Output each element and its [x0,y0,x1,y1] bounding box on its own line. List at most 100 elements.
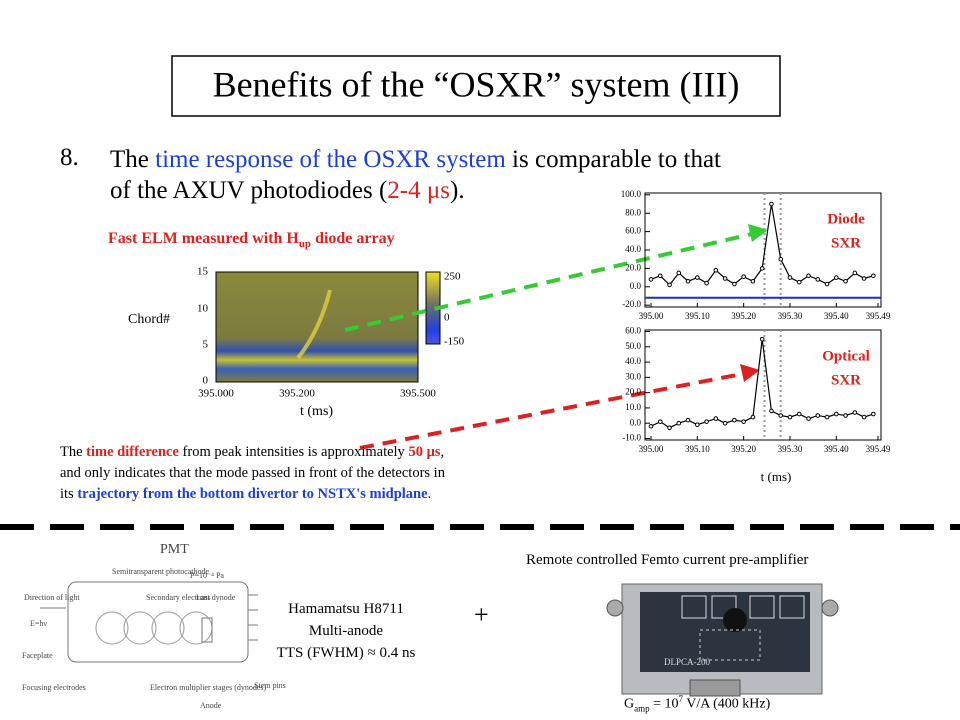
arrow-head [740,364,760,382]
trace-point [806,416,811,421]
trace-point [685,278,691,284]
trace-point [648,423,654,429]
trace-point [695,275,700,280]
y-tick-label: -20.0 [622,299,641,309]
text-run: time response of the OSXR system [155,146,506,173]
heatmap-x-tick: 395.200 [279,388,315,400]
text-run: of the AXUV photodiodes ( [110,177,388,204]
y-tick-label: 60.0 [625,326,641,336]
trace-point [750,278,756,284]
pmt-label: Last dynode [196,593,236,602]
trace-point [750,414,756,420]
trace-point [741,274,746,279]
paragraph: The time difference from peak intensitie… [60,442,445,505]
caption: Fast ELM measured with H [108,230,299,247]
trace-point [796,279,802,285]
text-run: , [440,444,445,460]
trace-point [667,282,672,288]
point-text: The time response of the OSXR system is … [110,144,721,206]
gain: V/A (400 kHz) [683,696,771,712]
trace-point [741,419,746,424]
x-tick-label: 395.10 [685,311,710,321]
amplifier-panel [640,592,810,672]
pmt-label: Secondary electrons [146,593,211,602]
trace-point [796,411,802,417]
line: The time difference from peak intensitie… [60,442,445,463]
text-run: from peak intensities is approximately [178,444,409,460]
gain-sub: amp [634,703,650,714]
heatmap-ylabel: Chord# [128,312,170,327]
y-tick-label: 100.0 [621,189,642,199]
trace-point [815,277,821,282]
line: The time response of the OSXR system is … [110,144,721,175]
text-run: is comparable to that [505,146,722,173]
trace-point [713,267,719,273]
heatmap-feature [296,289,332,360]
trace-point [815,413,821,418]
trace-point [852,410,858,415]
pmt-body [67,581,249,663]
pmt-specs: Hamamatsu H8711 Multi-anode TTS (FWHM) ≈… [271,598,421,664]
trace-point [657,273,663,279]
trace-point [834,411,839,417]
y-tick-label: -10.0 [622,433,641,443]
trace-point [787,414,793,420]
text-run: trajectory from the bottom divertor to N… [77,486,428,502]
gain-sup: 7 [678,694,684,704]
y-tick-label: 10.0 [625,402,641,412]
y-tick-label: 0.0 [630,417,642,427]
x-tick-label: 395.00 [639,444,664,454]
trace-point [759,266,765,271]
title-box [171,55,781,117]
panel-label: Optical [822,348,870,364]
trace-point [769,201,774,207]
x-tick-label: 395.20 [731,444,756,454]
y-tick-label: 20.0 [625,262,641,272]
text-run: ). [450,177,465,204]
trace-point [722,420,728,426]
trace-point [778,256,784,262]
pmt-label: Focusing electrodes [22,683,86,692]
heatmap-xlabel: t (ms) [300,404,334,419]
x-tick-label: 395.30 [778,311,803,321]
caption: diode array [311,230,395,247]
panel-label: Diode [827,211,865,227]
y-tick-label: 0.0 [630,281,642,291]
heatmap-y-tick: 10 [197,303,209,315]
pmt-label: Anode [200,701,222,710]
plot-frame [644,329,882,441]
trace-point [759,336,765,342]
heatmap-y-tick: 15 [197,266,209,278]
trace-point [861,276,867,281]
x-tick-label: 395.49 [866,444,891,454]
trace-point [769,408,774,414]
heatmap-x-tick: 395.500 [400,388,436,400]
y-tick-label: 40.0 [625,356,641,366]
trace-point [871,411,876,417]
trace-point [732,417,737,423]
trace-point [676,270,682,276]
pmt-label: PMT [160,542,189,557]
y-tick-label: 60.0 [625,226,641,236]
trace-point [852,270,858,276]
line: and only indicates that the mode passed … [60,463,445,484]
y-tick-label: 20.0 [625,387,641,397]
pmt-label: Faceplate [22,651,53,660]
text-run: its [60,486,78,502]
trace-point [778,413,784,418]
pmt-label: Direction of light [24,593,80,602]
trace-point [843,278,848,284]
x-tick-label: 395.00 [639,311,664,321]
trace-point [648,277,654,282]
pmt-label: Electron multiplier stages (dynodes) [150,683,267,692]
heatmap-y-tick: 5 [203,339,209,351]
trace-point [806,273,811,279]
text-run: 50 μs [408,444,441,460]
gain: = 10 [649,696,679,712]
trace-point [667,425,672,431]
x-tick-label: 395.40 [824,311,849,321]
trace-point [834,275,839,280]
text-run: 2-4 μs [387,177,451,204]
pmt-tts: TTS (FWHM) ≈ 0.4 ns [276,645,416,661]
